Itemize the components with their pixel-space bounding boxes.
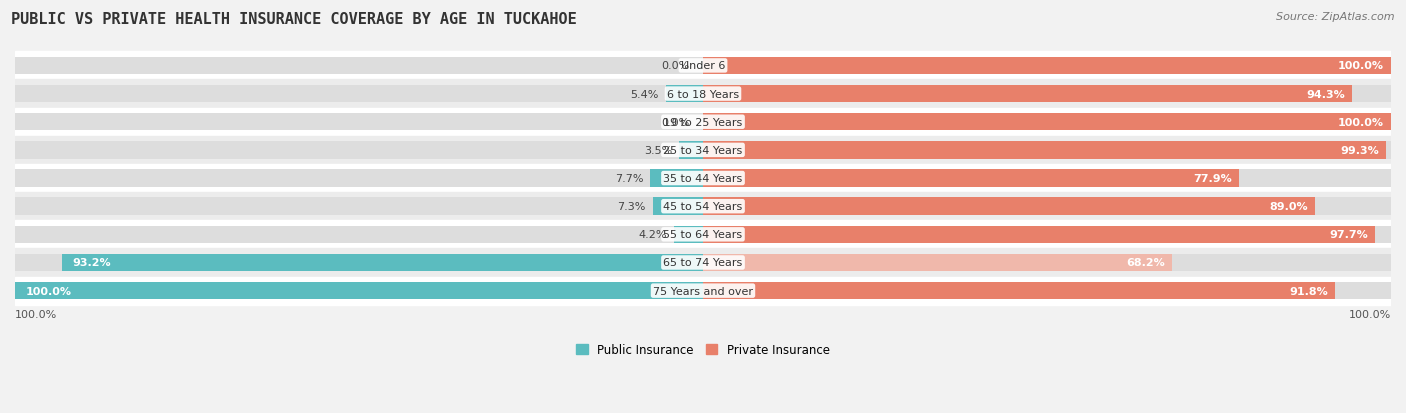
Bar <box>15 57 703 75</box>
Bar <box>703 114 1391 131</box>
Text: 89.0%: 89.0% <box>1270 202 1309 212</box>
Bar <box>15 192 1391 221</box>
Bar <box>15 226 703 244</box>
Bar <box>15 277 1391 305</box>
Text: 75 Years and over: 75 Years and over <box>652 286 754 296</box>
Bar <box>703 142 1386 159</box>
Bar <box>15 198 703 216</box>
Text: 6 to 18 Years: 6 to 18 Years <box>666 89 740 100</box>
Bar <box>15 221 1391 249</box>
Bar <box>703 57 1391 75</box>
Text: 91.8%: 91.8% <box>1289 286 1327 296</box>
Bar <box>62 254 703 272</box>
Bar <box>703 198 1391 216</box>
Bar <box>703 85 1391 103</box>
Bar <box>679 142 703 159</box>
Text: 45 to 54 Years: 45 to 54 Years <box>664 202 742 212</box>
Bar <box>15 254 703 272</box>
Text: 100.0%: 100.0% <box>1339 117 1384 128</box>
Bar <box>703 170 1239 188</box>
Bar <box>703 254 1391 272</box>
Text: 0.0%: 0.0% <box>661 117 689 128</box>
Bar <box>703 226 1375 244</box>
Text: 0.0%: 0.0% <box>661 61 689 71</box>
Bar <box>15 108 1391 136</box>
Bar <box>15 85 703 103</box>
Text: 100.0%: 100.0% <box>1348 309 1391 319</box>
Text: 35 to 44 Years: 35 to 44 Years <box>664 173 742 184</box>
Bar <box>703 57 1391 75</box>
Bar <box>703 170 1391 188</box>
Text: 7.7%: 7.7% <box>614 173 643 184</box>
Text: 93.2%: 93.2% <box>72 258 111 268</box>
Bar <box>15 114 703 131</box>
Text: Source: ZipAtlas.com: Source: ZipAtlas.com <box>1277 12 1395 22</box>
Bar <box>15 52 1391 80</box>
Text: 55 to 64 Years: 55 to 64 Years <box>664 230 742 240</box>
Bar <box>703 85 1351 103</box>
Text: 7.3%: 7.3% <box>617 202 645 212</box>
Bar <box>703 282 1391 300</box>
Text: 97.7%: 97.7% <box>1330 230 1368 240</box>
Legend: Public Insurance, Private Insurance: Public Insurance, Private Insurance <box>571 338 835 361</box>
Bar <box>650 170 703 188</box>
Text: PUBLIC VS PRIVATE HEALTH INSURANCE COVERAGE BY AGE IN TUCKAHOE: PUBLIC VS PRIVATE HEALTH INSURANCE COVER… <box>11 12 576 27</box>
Text: 100.0%: 100.0% <box>1339 61 1384 71</box>
Bar <box>15 142 703 159</box>
Text: Under 6: Under 6 <box>681 61 725 71</box>
Bar <box>15 282 703 300</box>
Text: 100.0%: 100.0% <box>25 286 72 296</box>
Bar <box>15 170 703 188</box>
Text: 5.4%: 5.4% <box>631 89 659 100</box>
Bar <box>703 198 1316 216</box>
Bar <box>703 226 1391 244</box>
Bar <box>15 136 1391 164</box>
Text: 100.0%: 100.0% <box>15 309 58 319</box>
Bar <box>15 80 1391 108</box>
Text: 99.3%: 99.3% <box>1340 145 1379 156</box>
Bar <box>652 198 703 216</box>
Bar <box>703 114 1391 131</box>
Text: 19 to 25 Years: 19 to 25 Years <box>664 117 742 128</box>
Bar <box>703 142 1391 159</box>
Bar <box>673 226 703 244</box>
Bar <box>703 254 1173 272</box>
Text: 3.5%: 3.5% <box>644 145 672 156</box>
Text: 25 to 34 Years: 25 to 34 Years <box>664 145 742 156</box>
Text: 94.3%: 94.3% <box>1306 89 1346 100</box>
Bar <box>703 282 1334 300</box>
Bar <box>15 164 1391 192</box>
Bar <box>15 282 703 300</box>
Text: 68.2%: 68.2% <box>1126 258 1166 268</box>
Bar <box>666 85 703 103</box>
Bar <box>15 249 1391 277</box>
Text: 4.2%: 4.2% <box>638 230 668 240</box>
Text: 65 to 74 Years: 65 to 74 Years <box>664 258 742 268</box>
Text: 77.9%: 77.9% <box>1194 173 1232 184</box>
